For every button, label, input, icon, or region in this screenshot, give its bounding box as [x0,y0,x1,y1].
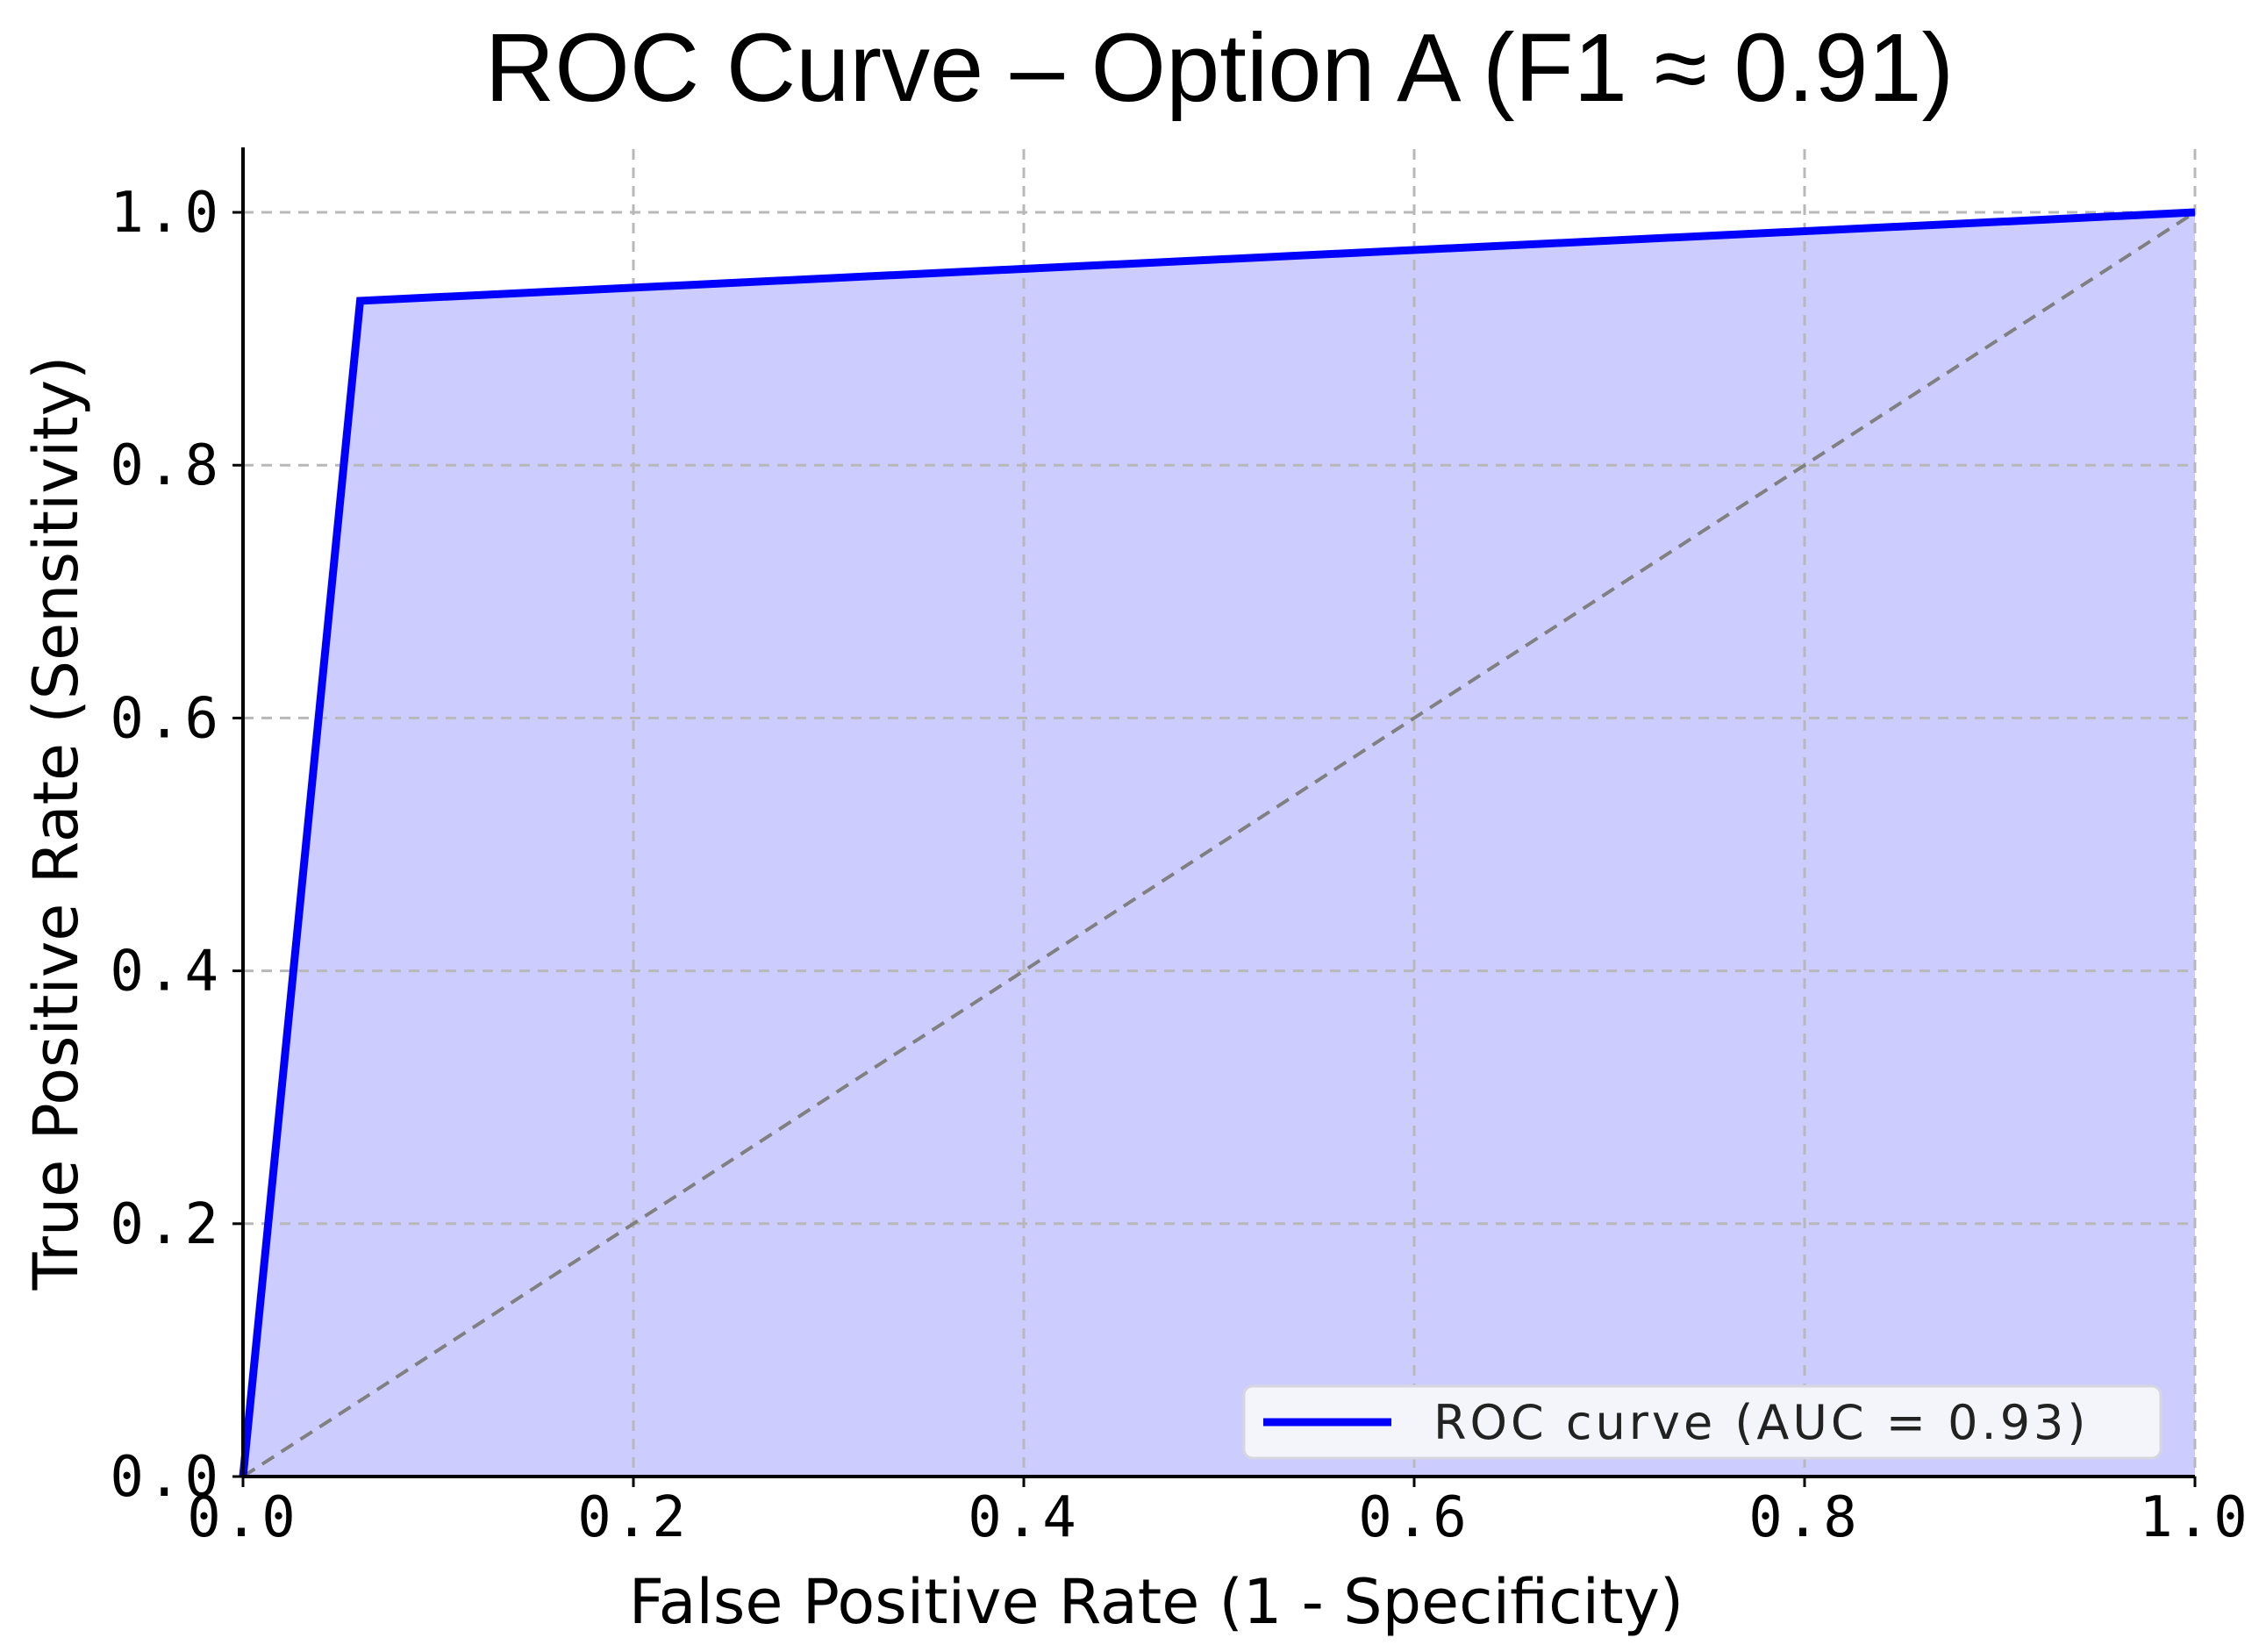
x-tick-label: 1.0 [2139,1485,2251,1550]
legend-box [1242,1384,2162,1460]
plot-area: 0.0 0.2 0.4 0.6 0.8 1.0 0.0 0.2 0.4 0.6 0.8 1.0 ROC … [110,147,2251,1550]
y-tick-label: 0.6 [110,686,222,751]
y-tick-label: 0.8 [110,433,222,498]
x-tick-label: 0.0 [187,1485,299,1550]
y-tick-label: 1.0 [110,181,222,246]
x-tick-label: 0.4 [968,1485,1080,1550]
x-axis-label: False Positive Rate (1 - Specificity) [629,1566,1684,1638]
x-tick-label: 0.6 [1358,1485,1470,1550]
legend-label-roc: ROC curve (AUC = 0.93) [1433,1395,2089,1450]
y-tick-label: 0.2 [110,1192,222,1257]
chart-title: ROC Curve – Option A (F1 ≈ 0.91) [485,14,1954,122]
y-axis-label: True Positive Rate (Sensitivity) [20,356,92,1291]
y-tick-label: 0.0 [110,1445,222,1510]
x-tick-label: 0.2 [577,1485,690,1550]
y-tick-label: 0.4 [110,940,222,1005]
x-tick-label: 0.8 [1748,1485,1861,1550]
roc-curve-line [239,208,2196,1477]
